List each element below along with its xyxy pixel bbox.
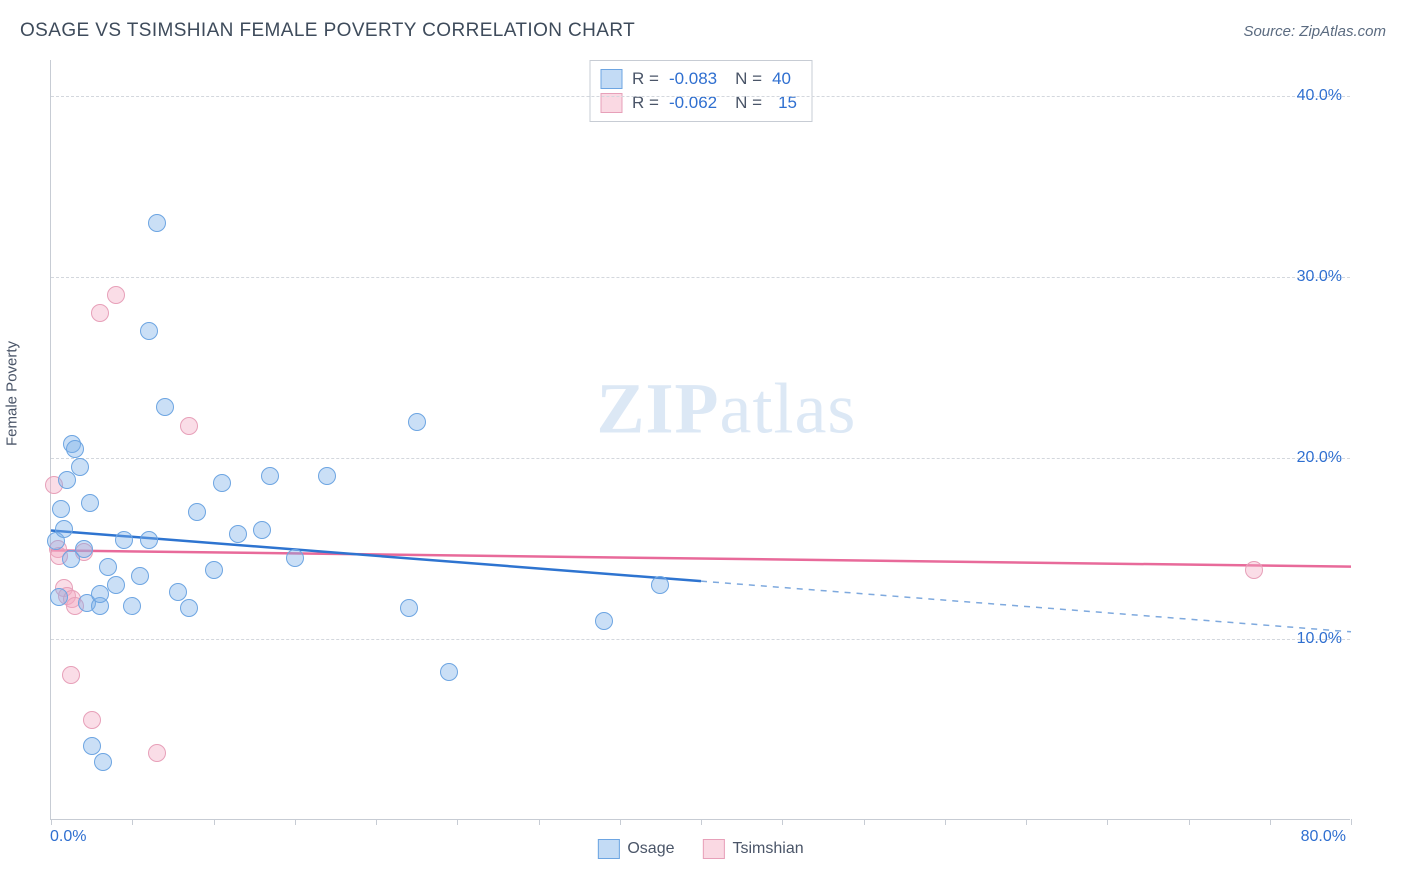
swatch-osage (600, 69, 622, 89)
osage-n-value: 40 (772, 69, 791, 89)
scatter-point-osage (408, 413, 426, 431)
x-tick (457, 819, 458, 825)
scatter-point-osage (81, 494, 99, 512)
x-tick (701, 819, 702, 825)
scatter-point-osage (286, 549, 304, 567)
scatter-point-tsimshian (148, 744, 166, 762)
scatter-point-osage (107, 576, 125, 594)
scatter-point-osage (94, 753, 112, 771)
scatter-point-osage (156, 398, 174, 416)
regression-line (51, 550, 1351, 566)
osage-r-value: -0.083 (669, 69, 717, 89)
scatter-point-tsimshian (83, 711, 101, 729)
y-axis-label: Female Poverty (4, 341, 21, 446)
swatch-tsimshian (703, 839, 725, 859)
swatch-osage (597, 839, 619, 859)
chart-container: OSAGE VS TSIMSHIAN FEMALE POVERTY CORREL… (0, 0, 1406, 892)
y-tick-label: 40.0% (1297, 87, 1342, 105)
x-tick (864, 819, 865, 825)
scatter-point-osage (50, 588, 68, 606)
scatter-point-tsimshian (1245, 561, 1263, 579)
x-tick (376, 819, 377, 825)
x-tick (945, 819, 946, 825)
x-tick (539, 819, 540, 825)
legend-correlation: R = -0.083 N = 40 R = -0.062 N = 15 (589, 60, 812, 122)
legend-item-osage: Osage (597, 839, 674, 859)
scatter-point-tsimshian (180, 417, 198, 435)
legend-row-tsimshian: R = -0.062 N = 15 (600, 91, 797, 115)
scatter-point-tsimshian (62, 666, 80, 684)
x-axis-max-label: 80.0% (1301, 828, 1346, 846)
y-tick-label: 10.0% (1297, 630, 1342, 648)
scatter-point-osage (91, 585, 109, 603)
y-tick-label: 20.0% (1297, 449, 1342, 467)
scatter-point-osage (66, 440, 84, 458)
scatter-point-osage (131, 567, 149, 585)
gridline (51, 277, 1350, 278)
gridline (51, 96, 1350, 97)
legend-series: Osage Tsimshian (597, 839, 803, 859)
plot-area: ZIPatlas R = -0.083 N = 40 R = -0.062 N … (50, 60, 1350, 820)
x-axis-min-label: 0.0% (50, 828, 86, 846)
scatter-point-tsimshian (91, 304, 109, 322)
scatter-point-osage (651, 576, 669, 594)
scatter-point-osage (229, 525, 247, 543)
scatter-point-osage (115, 531, 133, 549)
y-tick-label: 30.0% (1297, 268, 1342, 286)
scatter-point-osage (140, 322, 158, 340)
chart-title: OSAGE VS TSIMSHIAN FEMALE POVERTY CORREL… (20, 20, 635, 42)
scatter-point-osage (180, 599, 198, 617)
header-row: OSAGE VS TSIMSHIAN FEMALE POVERTY CORREL… (20, 20, 1386, 42)
scatter-point-osage (318, 467, 336, 485)
x-tick (620, 819, 621, 825)
scatter-point-osage (83, 737, 101, 755)
x-tick (295, 819, 296, 825)
scatter-point-tsimshian (107, 286, 125, 304)
x-tick (1351, 819, 1352, 825)
scatter-point-osage (213, 474, 231, 492)
scatter-point-osage (253, 521, 271, 539)
x-tick (132, 819, 133, 825)
x-tick (51, 819, 52, 825)
n-label: N = (735, 69, 762, 89)
scatter-point-osage (400, 599, 418, 617)
r-label: R = (632, 69, 659, 89)
scatter-point-osage (205, 561, 223, 579)
scatter-point-osage (169, 583, 187, 601)
x-tick (1107, 819, 1108, 825)
x-tick (214, 819, 215, 825)
legend-label-tsimshian: Tsimshian (733, 840, 804, 858)
x-tick (1189, 819, 1190, 825)
gridline (51, 458, 1350, 459)
legend-row-osage: R = -0.083 N = 40 (600, 67, 797, 91)
scatter-point-osage (595, 612, 613, 630)
gridline (51, 639, 1350, 640)
scatter-point-osage (440, 663, 458, 681)
x-tick (782, 819, 783, 825)
scatter-point-osage (99, 558, 117, 576)
x-tick (1026, 819, 1027, 825)
regression-line (701, 581, 1351, 632)
regression-lines-layer (51, 60, 1350, 819)
legend-label-osage: Osage (627, 840, 674, 858)
x-tick (1270, 819, 1271, 825)
scatter-point-osage (123, 597, 141, 615)
scatter-point-osage (75, 540, 93, 558)
scatter-point-osage (188, 503, 206, 521)
scatter-point-osage (71, 458, 89, 476)
scatter-point-osage (140, 531, 158, 549)
scatter-point-osage (261, 467, 279, 485)
scatter-point-osage (148, 214, 166, 232)
scatter-point-osage (55, 520, 73, 538)
legend-item-tsimshian: Tsimshian (703, 839, 804, 859)
scatter-point-osage (52, 500, 70, 518)
source-citation: Source: ZipAtlas.com (1243, 23, 1386, 40)
